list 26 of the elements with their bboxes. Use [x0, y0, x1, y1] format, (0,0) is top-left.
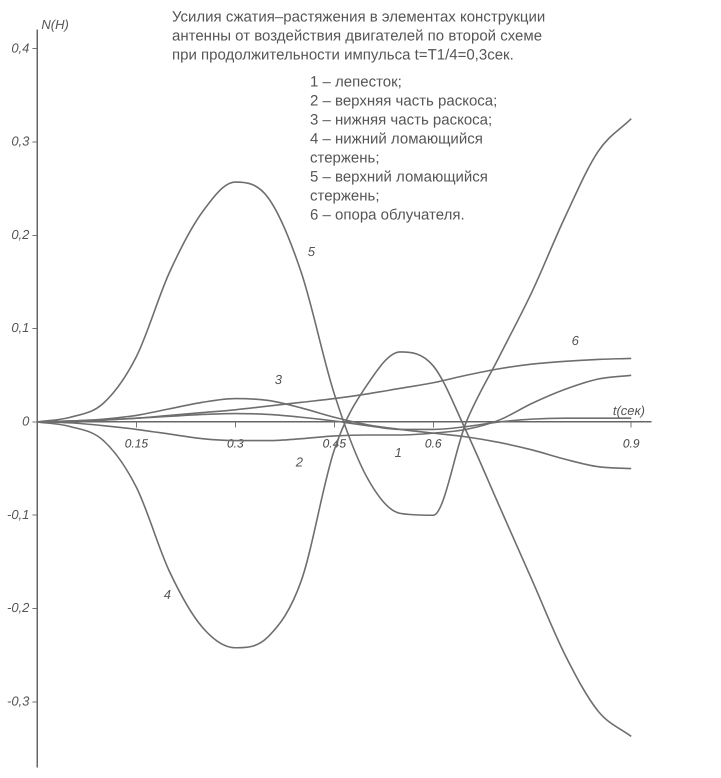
annotation: 4 — [164, 586, 171, 602]
chart-title: Усилия сжатия–растяжения в элементах конструкции антенны от воздействия двигателей по второй схеме при продолжительности импульса t=T1/4=0,3сек. — [172, 8, 546, 64]
annotation: 1 — [394, 445, 402, 460]
annotation: 5 – верхний ломающийся стержень; — [310, 168, 488, 205]
annotation: 1 – лепесток; — [310, 74, 402, 91]
annotation: 4 – нижний ломающийся стержень; — [310, 130, 483, 167]
x-tick-label: 0.9 — [622, 436, 640, 450]
annotation: 5 — [308, 244, 316, 260]
y-tick-label: -0,2 — [6, 600, 30, 616]
y-tick-label: -0,1 — [6, 506, 30, 522]
y-tick-label: 0,4 — [11, 40, 30, 56]
x-tick-label: 0.6 — [424, 436, 442, 450]
y-tick-label: 0 — [22, 414, 30, 429]
annotation: 3 – нижняя часть раскоса; — [310, 112, 492, 129]
annotation: 2 – верхняя часть раскоса; — [310, 92, 498, 110]
x-axis-title: t(сек) — [612, 403, 645, 418]
y-axis-title: N(H) — [41, 17, 69, 32]
annotation: 6 — [572, 332, 580, 348]
annotation: 6 – опора облучателя. — [310, 206, 465, 224]
annotation: 3 — [274, 372, 283, 388]
y-tick-label: 0,1 — [11, 320, 30, 336]
y-tick-label: -0,3 — [6, 693, 30, 708]
annotation: 2 — [294, 454, 304, 470]
y-tick-label: 0,2 — [11, 226, 30, 242]
x-tick-label: 0.15 — [124, 436, 148, 450]
y-tick-label: 0,3 — [11, 134, 30, 149]
